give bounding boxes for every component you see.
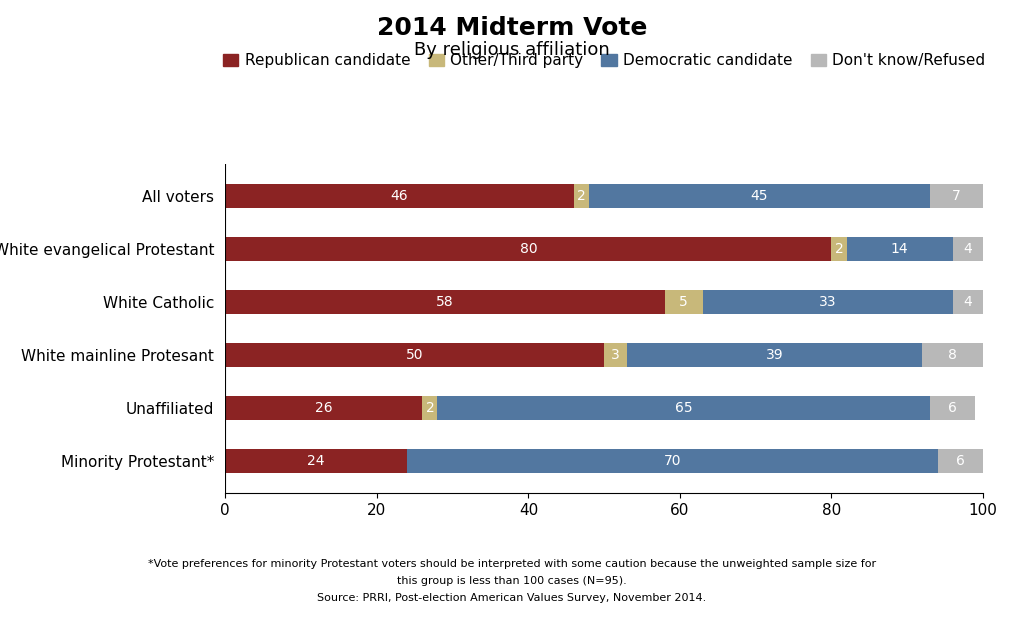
Bar xyxy=(225,237,831,261)
Bar xyxy=(589,184,930,208)
Text: 39: 39 xyxy=(766,348,783,362)
Bar xyxy=(225,290,665,314)
Text: 7: 7 xyxy=(952,189,961,203)
Text: 6: 6 xyxy=(948,401,957,415)
Text: 2: 2 xyxy=(426,401,434,415)
Text: 2014 Midterm Vote: 2014 Midterm Vote xyxy=(377,16,647,40)
Text: 2: 2 xyxy=(835,242,844,256)
Text: 4: 4 xyxy=(964,242,972,256)
Text: *Vote preferences for minority Protestant voters should be interpreted with some: *Vote preferences for minority Protestan… xyxy=(147,559,877,569)
Text: 80: 80 xyxy=(519,242,538,256)
Text: this group is less than 100 cases (N=95).: this group is less than 100 cases (N=95)… xyxy=(397,576,627,586)
Bar xyxy=(422,396,437,420)
Bar xyxy=(225,449,408,473)
Bar xyxy=(847,237,952,261)
Text: 46: 46 xyxy=(391,189,409,203)
Bar xyxy=(952,237,983,261)
Text: By religious affiliation: By religious affiliation xyxy=(414,41,610,59)
Bar xyxy=(437,396,930,420)
Bar xyxy=(930,396,976,420)
Text: 6: 6 xyxy=(955,454,965,468)
Bar xyxy=(938,449,983,473)
Bar xyxy=(604,343,627,367)
Bar xyxy=(952,290,983,314)
Bar xyxy=(665,290,702,314)
Bar xyxy=(225,343,604,367)
Bar xyxy=(627,343,923,367)
Text: 50: 50 xyxy=(406,348,424,362)
Bar xyxy=(225,184,573,208)
Text: 8: 8 xyxy=(948,348,957,362)
Bar xyxy=(923,343,983,367)
Bar xyxy=(831,237,847,261)
Text: 14: 14 xyxy=(891,242,908,256)
Legend: Republican candidate, Other/Third party, Democratic candidate, Don't know/Refuse: Republican candidate, Other/Third party,… xyxy=(217,47,991,75)
Bar xyxy=(702,290,952,314)
Text: 58: 58 xyxy=(436,295,454,309)
Text: 4: 4 xyxy=(964,295,972,309)
Text: 70: 70 xyxy=(664,454,681,468)
Text: 2: 2 xyxy=(578,189,586,203)
Bar xyxy=(408,449,938,473)
Bar xyxy=(930,184,983,208)
Text: 24: 24 xyxy=(307,454,325,468)
Text: 65: 65 xyxy=(675,401,692,415)
Text: 45: 45 xyxy=(751,189,768,203)
Text: 33: 33 xyxy=(819,295,837,309)
Text: 26: 26 xyxy=(315,401,333,415)
Text: 5: 5 xyxy=(679,295,688,309)
Text: Source: PRRI, Post-election American Values Survey, November 2014.: Source: PRRI, Post-election American Val… xyxy=(317,593,707,604)
Text: 3: 3 xyxy=(611,348,620,362)
Bar xyxy=(225,396,422,420)
Bar xyxy=(573,184,589,208)
